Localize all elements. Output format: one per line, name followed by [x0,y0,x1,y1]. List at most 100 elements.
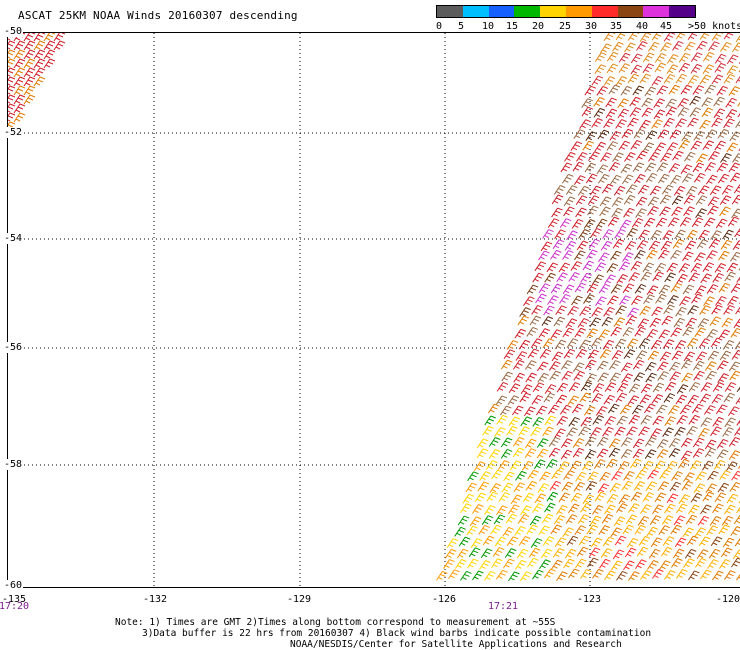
wind-barb [676,273,688,284]
wind-barb [603,306,615,317]
wind-barb [683,472,695,482]
wind-barb [644,162,657,173]
wind-barb [635,559,647,570]
wind-barb [576,151,588,162]
wind-barb [616,274,628,284]
wind-barb [574,327,586,338]
wind-barb [599,558,611,569]
wind-barb [672,548,685,559]
wind-barb [649,185,662,196]
wind-barb [681,372,693,383]
wind-barb [507,395,520,406]
wind-barb [719,559,731,569]
wind-barb [659,351,672,362]
wind-barb [662,339,675,349]
wind-barb [638,535,651,546]
wind-barb [627,73,640,84]
wind-barb [661,515,674,525]
wind-barb [593,459,606,469]
wind-barb [687,75,700,85]
wind-barb [723,118,735,129]
wind-barb [548,447,561,458]
wind-barb [608,438,621,449]
wind-barb [554,229,566,240]
wind-barb [523,296,535,306]
wind-barb [515,351,528,361]
wind-barb [645,172,658,183]
wind-barb [631,404,644,415]
wind-barb [498,492,511,502]
wind-barb [712,503,724,514]
wind-barb [23,76,36,87]
wind-barb [560,449,573,460]
wind-barb [729,131,740,142]
wind-barb [670,524,682,535]
wind-barb [519,307,531,317]
wind-barb [592,415,604,425]
wind-barb [664,272,676,283]
wind-barb [721,184,734,195]
wind-barb [616,415,628,426]
colorbar-segment [617,6,644,17]
wind-barb [577,318,590,328]
wind-barb [651,394,664,404]
wind-barb [520,384,533,395]
wind-barb [555,305,567,316]
wind-barb [690,140,703,151]
wind-barb [552,548,565,558]
wind-barb [573,129,586,139]
colorbar-segment [591,6,618,17]
wind-barb [640,271,652,282]
wind-barb [652,271,664,282]
wind-barb [637,318,650,329]
wind-barb [615,305,627,315]
wind-barb [666,54,679,64]
wind-barb [677,458,690,469]
wind-barb [685,185,698,196]
wind-barb [622,327,634,337]
wind-barb [639,394,652,405]
wind-barb [720,153,732,163]
wind-barb [729,172,740,183]
colorbar-label: 10 [482,21,495,32]
wind-barb [594,64,607,74]
wind-barb [476,438,489,449]
wind-barb [641,460,654,471]
wind-barb [652,382,665,393]
wind-barb [558,262,571,273]
wind-barb [8,121,16,131]
wind-barb [645,372,657,383]
wind-barb [692,448,705,458]
wind-barb [686,337,699,348]
wind-barb [566,427,578,438]
note-line-1: Note: 1) Times are GMT 2)Times along bot… [115,617,556,628]
wind-barb [658,284,671,295]
wind-barb [716,162,729,173]
wind-barb [649,515,662,525]
wind-barb [648,548,661,559]
wind-barb [610,283,623,294]
wind-barb [693,172,706,183]
wind-barb [598,329,610,339]
wind-barb [632,162,645,173]
wind-barb [635,469,647,480]
wind-barb [594,491,607,502]
wind-barb [625,315,638,326]
wind-barb [665,98,677,109]
wind-barb [640,504,652,514]
wind-barb [598,252,610,263]
wind-barb [13,103,26,114]
wind-barb [529,515,542,526]
wind-barb [659,206,671,217]
wind-barb [488,449,501,459]
wind-barb [680,437,693,448]
wind-barb [731,194,740,205]
wind-barb [624,152,636,162]
wind-barb [701,97,713,107]
wind-barb [696,153,708,164]
wind-barb [712,272,724,283]
wind-barb [688,504,700,515]
wind-barb [527,469,539,480]
wind-barb [669,371,681,382]
wind-barb [736,573,740,581]
